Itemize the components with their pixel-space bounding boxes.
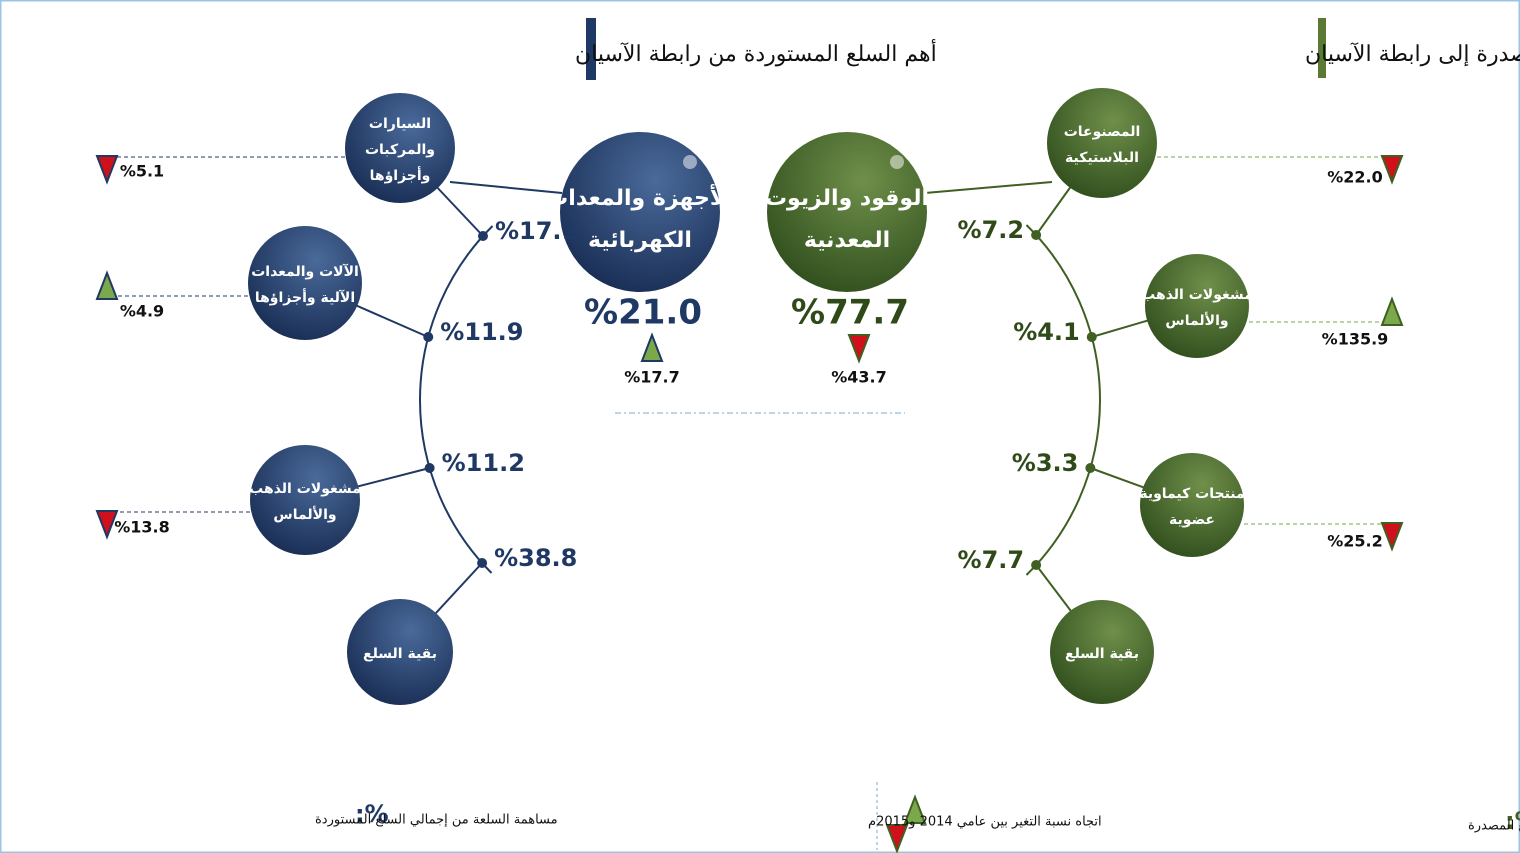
main-share: %21.0 — [584, 293, 702, 333]
item-circle — [1145, 254, 1249, 358]
item-change: %5.1 — [120, 162, 164, 181]
dot — [424, 463, 435, 473]
legend-export: مساهمة السلعة من إجمالي السلع المصدرة — [1468, 819, 1520, 834]
item-share: %3.3 — [1012, 449, 1079, 477]
item-label: بقية السلع — [363, 646, 437, 662]
trend-up — [640, 332, 664, 362]
item-label: وأجزاؤها — [370, 166, 431, 184]
dot — [1031, 230, 1042, 240]
item-label: مشغولات الذهب — [1141, 287, 1253, 303]
legend-import: مساهمة السلعة من إجمالي السلع المستوردة — [315, 813, 558, 828]
item-label: عضوية — [1169, 512, 1215, 528]
item-share: %38.8 — [494, 544, 577, 572]
item-label: والألماس — [273, 506, 336, 523]
item-change: %13.8 — [114, 518, 170, 537]
item-share: %7.7 — [958, 546, 1025, 574]
trend-down — [95, 510, 119, 540]
item-label: والمركبات — [365, 142, 435, 158]
item-share: %17.1 — [495, 217, 578, 245]
item-circle — [347, 599, 453, 705]
dot — [423, 332, 434, 342]
item-circle — [1047, 88, 1157, 198]
item-label: الآلية وأجزاؤها — [255, 288, 355, 306]
item-circle — [248, 226, 362, 340]
item-change: %22.0 — [1327, 168, 1383, 187]
trend-down — [95, 155, 119, 185]
item-label: مشغولات الذهب — [249, 481, 361, 497]
trend-up — [95, 270, 119, 300]
item-label: السيارات — [369, 116, 431, 132]
item-label: الأجهزة والمعدات — [546, 183, 734, 211]
main-share: %77.7 — [791, 293, 909, 333]
dot — [477, 231, 488, 241]
main-circle — [560, 132, 720, 292]
main-change: %43.7 — [831, 368, 887, 387]
trend-down — [847, 334, 871, 364]
highlight — [683, 155, 697, 169]
dot — [1086, 332, 1097, 342]
item-circle — [1050, 600, 1154, 704]
import-title-bar — [586, 18, 596, 80]
item-share: %11.9 — [440, 318, 523, 346]
item-circle — [345, 93, 455, 203]
item-label: بقية السلع — [1065, 646, 1139, 662]
item-share: %11.2 — [442, 449, 525, 477]
trend-down — [1380, 155, 1404, 185]
trend-down — [1380, 522, 1404, 552]
legend-trend: اتجاه نسبة التغير بين عامي 2014 و2015م — [868, 815, 1102, 830]
connector — [449, 181, 563, 194]
item-circle — [250, 445, 360, 555]
item-label: والألماس — [1165, 312, 1228, 329]
trend-down — [885, 824, 909, 853]
trend-up — [903, 794, 927, 824]
section-title: أهم السلع المصدرة إلى رابطة الآسيان — [1305, 38, 1520, 67]
highlight — [890, 155, 904, 169]
item-change: %4.9 — [120, 302, 164, 321]
item-label: منتجات كيماوية — [1139, 486, 1244, 502]
item-label: الوقود والزيوت — [765, 186, 929, 211]
item-share: %7.2 — [958, 216, 1025, 244]
export-title-bar — [1318, 18, 1326, 78]
dot — [477, 558, 488, 568]
item-change: %25.2 — [1327, 532, 1383, 551]
item-label: الكهربائية — [588, 228, 692, 253]
arc — [419, 225, 494, 574]
item-label: البلاستيكية — [1065, 150, 1139, 166]
legend-symbol: %: — [355, 800, 389, 828]
item-label: الآلات والمعدات — [251, 263, 359, 280]
item-label: المصنوعات — [1064, 124, 1141, 140]
main-circle — [767, 132, 927, 292]
item-circle — [1140, 453, 1244, 557]
trend-up — [1380, 296, 1404, 326]
dot — [1085, 463, 1096, 473]
dot — [1031, 560, 1042, 570]
item-change: %135.9 — [1322, 330, 1389, 349]
item-share: %4.1 — [1013, 318, 1080, 346]
item-label: المعدنية — [804, 228, 890, 253]
main-change: %17.7 — [624, 368, 680, 387]
section-title: أهم السلع المستوردة من رابطة الآسيان — [575, 38, 937, 67]
arc — [1025, 224, 1101, 576]
legend-symbol: %: — [1505, 807, 1520, 835]
connector — [924, 181, 1053, 194]
